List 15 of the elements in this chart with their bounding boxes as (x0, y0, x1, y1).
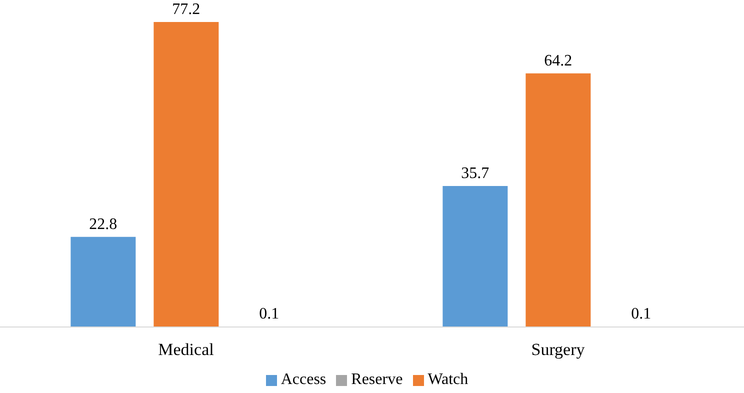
x-tick-label: Medical (158, 340, 214, 360)
bar (526, 73, 591, 327)
legend-label: Access (280, 371, 326, 388)
data-label: 35.7 (461, 164, 490, 182)
bar (442, 186, 508, 327)
bar (70, 236, 136, 327)
legend-label: Reserve (351, 371, 403, 388)
data-label: 0.1 (259, 306, 280, 323)
data-label: 0.1 (631, 306, 652, 323)
x-tick-label: Surgery (531, 340, 586, 360)
data-label: 22.8 (89, 216, 118, 233)
data-label: 77.2 (172, 1, 200, 18)
data-label: 64.2 (544, 52, 572, 70)
legend-label: Watch (428, 371, 468, 388)
bar (154, 22, 219, 327)
